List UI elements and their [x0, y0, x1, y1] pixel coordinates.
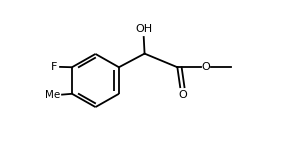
Text: Me: Me: [45, 90, 60, 100]
Text: O: O: [201, 62, 210, 72]
Text: F: F: [51, 62, 57, 72]
Text: O: O: [178, 90, 187, 100]
Text: OH: OH: [135, 24, 152, 34]
